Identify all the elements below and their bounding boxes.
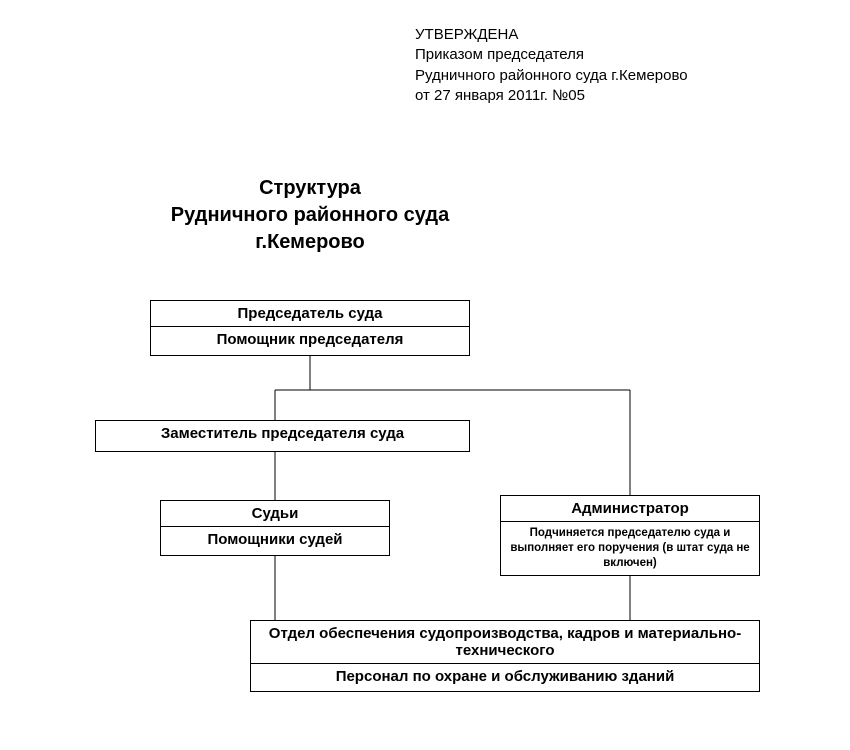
title-line: Рудничного районного суда [120,202,500,229]
org-node-row: Администратор [501,496,759,521]
title-line: Структура [120,175,500,202]
org-node-row: Подчиняется председателю суда и выполняе… [501,521,759,575]
org-node-dept: Отдел обеспечения судопроизводства, кадр… [250,620,760,692]
approval-line: Приказом председателя [415,45,688,65]
approval-block: УТВЕРЖДЕНА Приказом председателя Рудничн… [415,25,688,106]
org-node-row: Помощники судей [161,526,389,552]
org-node-row: Председатель суда [151,301,469,326]
org-node-chairman: Председатель судаПомощник председателя [150,300,470,356]
title-block: Структура Рудничного районного суда г.Ке… [120,175,500,256]
approval-line: от 27 января 2011г. №05 [415,86,688,106]
org-node-row: Судьи [161,501,389,526]
page: УТВЕРЖДЕНА Приказом председателя Рудничн… [0,0,850,750]
org-node-row: Персонал по охране и обслуживанию зданий [251,663,759,689]
approval-line: УТВЕРЖДЕНА [415,25,688,45]
org-node-row: Отдел обеспечения судопроизводства, кадр… [251,621,759,663]
org-node-admin: АдминистраторПодчиняется председателю су… [500,495,760,576]
approval-line: Рудничного районного суда г.Кемерово [415,66,688,86]
title-line: г.Кемерово [120,229,500,256]
org-node-judges: СудьиПомощники судей [160,500,390,556]
org-node-row: Заместитель председателя суда [96,421,469,446]
org-node-row: Помощник председателя [151,326,469,352]
org-node-deputy: Заместитель председателя суда [95,420,470,452]
